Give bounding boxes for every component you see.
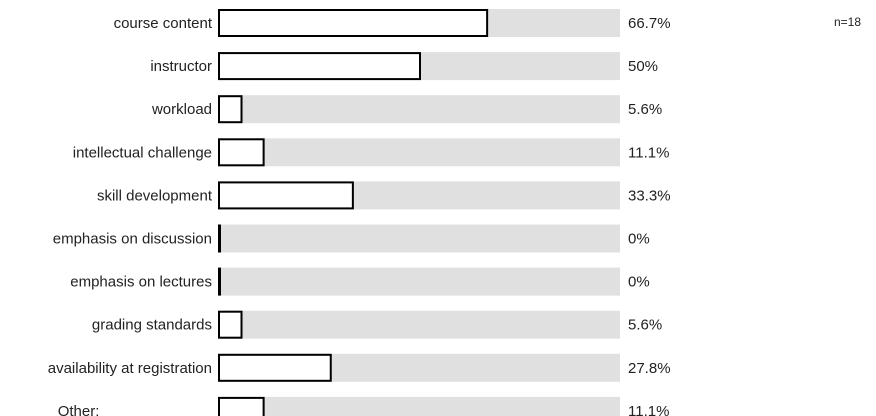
value-label: 0% <box>628 231 650 248</box>
category-label: instructor <box>150 58 212 75</box>
value-label-group: 66.7% 50% 5.6% 11.1% 33.3% 0% 0% 5.6% 27.8% 11.1% <box>628 15 671 416</box>
bar-track <box>218 95 620 124</box>
bar <box>218 267 221 296</box>
bar <box>218 95 243 124</box>
category-label: course content <box>114 15 213 32</box>
value-label: 50% <box>628 58 658 75</box>
bar-track <box>218 267 620 296</box>
value-label: 27.8% <box>628 360 671 377</box>
bar <box>218 138 265 167</box>
bar-track <box>218 310 620 339</box>
bar <box>218 353 332 382</box>
bar <box>218 224 221 253</box>
bar-track <box>218 224 620 253</box>
bar-track <box>218 396 620 416</box>
category-label: workload <box>151 101 212 118</box>
category-label: intellectual challenge <box>73 144 212 161</box>
category-label: availability at registration <box>48 360 212 377</box>
category-label: grading standards <box>92 317 212 334</box>
value-label: 5.6% <box>628 101 662 118</box>
category-label-group: course content instructor workload intellec… <box>48 15 213 416</box>
bar <box>218 181 354 210</box>
value-label: 5.6% <box>628 317 662 334</box>
category-label: skill development <box>97 187 213 204</box>
bar <box>218 52 421 81</box>
category-label: Other: _____________ <box>58 403 213 416</box>
category-label: emphasis on discussion <box>53 231 212 248</box>
value-label: 0% <box>628 274 650 291</box>
bar <box>218 9 489 37</box>
value-label: 11.1% <box>628 144 669 161</box>
bar-track <box>218 138 620 167</box>
bar-group <box>218 9 489 416</box>
sample-size-label: n=18 <box>834 15 861 29</box>
value-label: 33.3% <box>628 187 671 204</box>
value-label: 66.7% <box>628 15 671 32</box>
bar <box>218 396 265 416</box>
bar <box>218 310 243 339</box>
category-label: emphasis on lectures <box>70 274 212 291</box>
value-label: 11.1% <box>628 403 669 416</box>
